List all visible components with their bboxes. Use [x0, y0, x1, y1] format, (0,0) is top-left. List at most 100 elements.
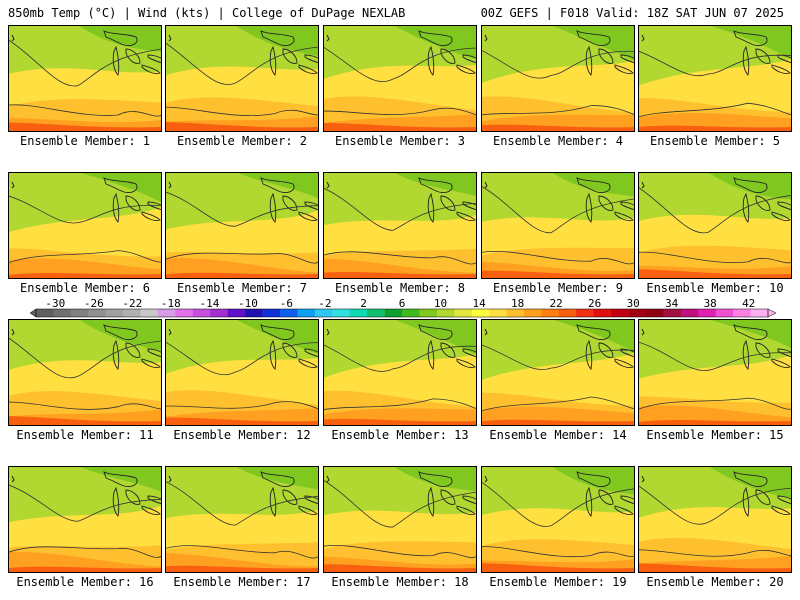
ensemble-member-map: [165, 466, 319, 573]
temp-contour-line: [481, 344, 635, 370]
temp-contour-line: [8, 484, 162, 522]
ensemble-member-label: Ensemble Member: 8: [334, 281, 466, 295]
colorbar-tick-label: 42: [742, 297, 755, 310]
temp-contour-line: [638, 251, 792, 264]
panel-border: [8, 466, 162, 573]
great-lakes-outline: [418, 471, 477, 517]
temp-contour-line: [638, 485, 792, 525]
wind-barb-icon: [168, 34, 172, 42]
great-lakes-outline: [103, 471, 162, 517]
ensemble-member-map: [481, 25, 635, 132]
temp-field-band-cooler: [78, 466, 162, 492]
temp-contour-line: [165, 106, 319, 116]
colorbar-tick-label: -30: [45, 297, 65, 310]
colorbar-tick-label: 22: [549, 297, 562, 310]
colorbar-swatch: [140, 309, 159, 317]
temp-contour-line: [638, 397, 792, 410]
temp-field-band-hottest: [323, 418, 477, 426]
temp-contour-line: [481, 396, 635, 412]
temp-field-band-hottest: [165, 122, 319, 132]
map-title: 850mb Temp (°C) | Wind (kts) | College o…: [8, 6, 406, 20]
temp-field-band-cooler: [551, 319, 635, 353]
temp-contour-line: [323, 187, 477, 231]
colorbar-swatch: [332, 309, 350, 317]
colorbar-swatch: [245, 309, 263, 317]
colorbar-tick-label: -22: [122, 297, 142, 310]
colorbar-swatch: [733, 309, 751, 317]
great-lakes-outline: [576, 30, 635, 76]
ensemble-member-map: [8, 25, 162, 132]
temp-contour-line: [638, 341, 792, 371]
panel-border: [323, 466, 477, 573]
ensemble-member-map: [481, 466, 635, 573]
temp-field-band-hottest: [323, 272, 477, 279]
colorbar-tick-label: 6: [399, 297, 406, 310]
temp-contour-line: [165, 480, 319, 526]
temp-contour-line: [638, 102, 792, 118]
wind-barb-icon: [484, 181, 488, 189]
temp-field-band-cooler: [708, 172, 792, 200]
great-lakes-outline: [418, 177, 477, 223]
colorbar-swatch: [558, 309, 577, 317]
temp-field-band-cool: [165, 172, 319, 230]
great-lakes-outline: [733, 471, 792, 517]
temp-contour-line: [8, 195, 162, 224]
temp-field-band-hottest: [481, 419, 635, 426]
temp-contour-line: [8, 39, 162, 87]
panel-border: [323, 25, 477, 132]
great-lakes-outline: [260, 30, 319, 76]
great-lakes-outline: [733, 30, 792, 76]
panel-border: [638, 466, 792, 573]
temp-field-band-cooler: [551, 172, 635, 197]
colorbar-swatch: [541, 309, 560, 317]
wind-barb-icon: [326, 475, 330, 483]
wind-barb-icon: [484, 34, 488, 42]
temp-contour-line: [481, 250, 635, 265]
ensemble-member-map: [8, 319, 162, 426]
wind-barb-icon: [11, 475, 15, 483]
temp-field-band-hottest: [8, 272, 162, 279]
temp-field-band-hottest: [481, 124, 635, 132]
panel-border: [323, 172, 477, 279]
wind-barb-icon: [641, 34, 645, 42]
colorbar-swatch: [454, 309, 472, 317]
temp-field-band-cooler: [78, 172, 162, 203]
colorbar-border: [35, 308, 769, 318]
panel-border: [481, 319, 635, 426]
panel-border: [165, 319, 319, 426]
colorbar-tick-label: -2: [318, 297, 331, 310]
temp-field-band-hottest: [165, 565, 319, 573]
temp-field-band-hottest: [8, 566, 162, 573]
temp-field-band-hottest: [638, 563, 792, 573]
colorbar-tick-label: -14: [199, 297, 219, 310]
great-lakes-outline: [103, 30, 162, 76]
ensemble-member-label: Ensemble Member: 12: [173, 428, 311, 442]
ensemble-member-label: Ensemble Member: 15: [646, 428, 784, 442]
colorbar-tick-label: -6: [280, 297, 293, 310]
ensemble-member-map: [481, 172, 635, 279]
temp-field-band-cooler: [393, 466, 477, 492]
panel-border: [165, 466, 319, 573]
ensemble-member-label: Ensemble Member: 13: [331, 428, 469, 442]
colorbar-swatch: [158, 309, 176, 317]
colorbar-swatch: [524, 309, 542, 317]
temp-field-band-cooler: [708, 25, 792, 60]
panel-border: [8, 25, 162, 132]
temp-contour-line: [481, 185, 635, 234]
panel-border: [165, 25, 319, 132]
wind-barb-icon: [326, 181, 330, 189]
panel-border: [323, 319, 477, 426]
ensemble-member-label: Ensemble Member: 7: [176, 281, 308, 295]
colorbar-swatch: [593, 309, 612, 317]
colorbar-swatch: [646, 309, 664, 317]
temp-field-band-hottest: [8, 416, 162, 426]
temp-field-band-cooler: [551, 25, 635, 61]
colorbar-tick-label: 10: [434, 297, 447, 310]
temp-contour-line: [165, 341, 319, 376]
colorbar-tick-label: 34: [665, 297, 679, 310]
great-lakes-outline: [733, 324, 792, 370]
colorbar-swatch: [262, 309, 281, 317]
temp-contour-line: [638, 186, 792, 234]
temp-field-band-cooler: [235, 172, 319, 199]
temp-field-band-cooler: [78, 319, 162, 351]
